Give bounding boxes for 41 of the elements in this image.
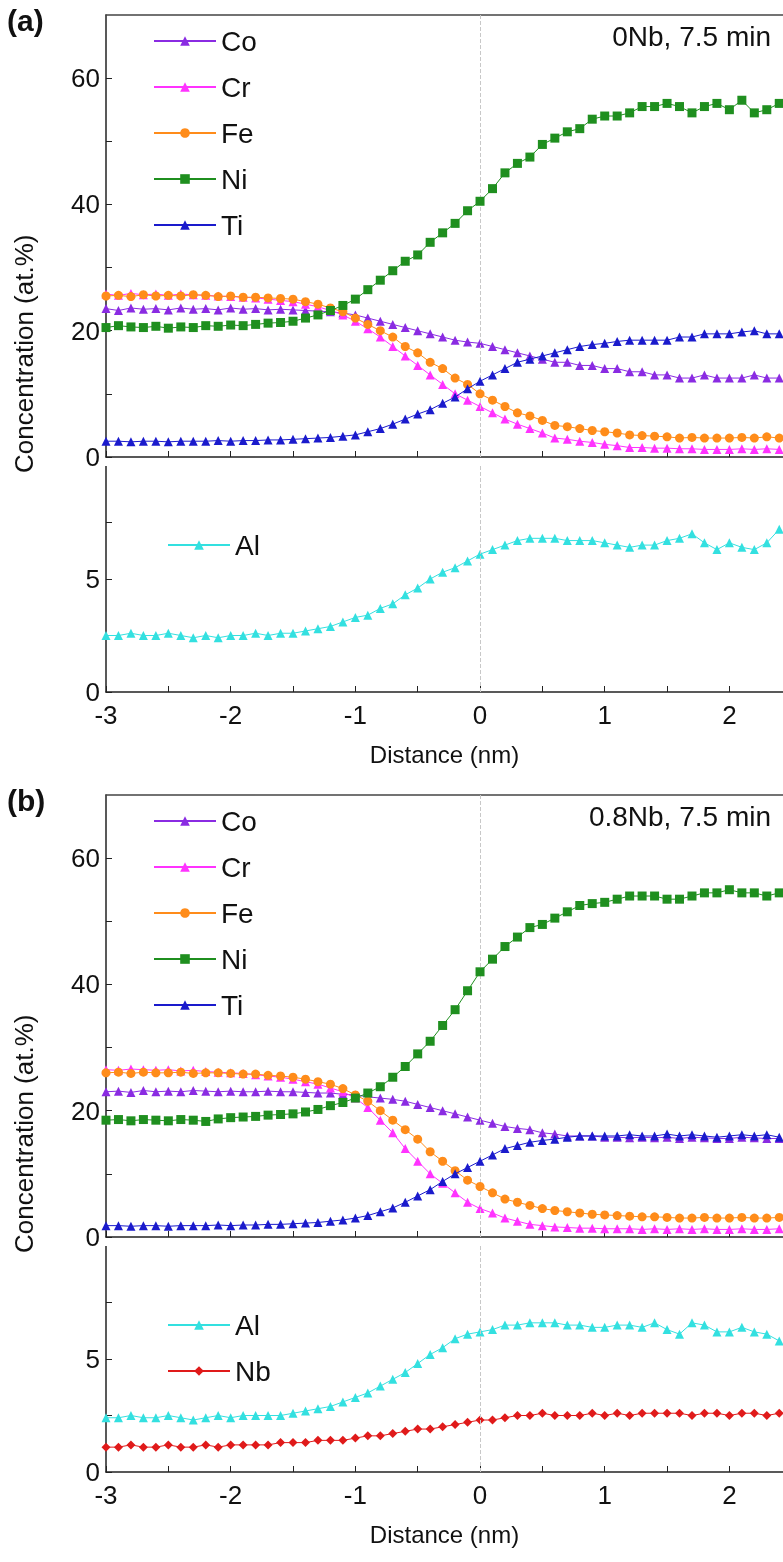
y-tick-label: 60	[71, 843, 100, 874]
y-tick-label: 40	[71, 969, 100, 1000]
y-tick-label: 5	[85, 564, 100, 594]
y-axis-title: Concentration (at.%)	[8, 1014, 39, 1253]
x-axis-title: Distance (nm)	[369, 740, 520, 768]
x-tick-label: -2	[219, 1480, 243, 1510]
x-tick-label: -2	[219, 700, 243, 730]
x-tick-label: 1	[597, 700, 612, 730]
annotation: 0.8Nb, 7.5 min	[588, 800, 772, 832]
legend-label: Co	[221, 805, 257, 837]
y-tick-label: 40	[71, 189, 100, 220]
y-tick-label: 0	[85, 1222, 100, 1252]
legend-label: Cr	[221, 71, 251, 103]
x-tick-label: 2	[722, 1480, 737, 1510]
legend-label: Ti	[221, 989, 244, 1021]
legend-label: Cr	[221, 851, 251, 883]
x-tick-label: 1	[597, 1480, 612, 1510]
legend-label: Fe	[221, 897, 254, 929]
x-axis-title: Distance (nm)	[369, 1520, 520, 1548]
legend-label: Al	[235, 529, 260, 561]
legend-label: Ni	[221, 163, 248, 195]
legend-label: Ni	[221, 943, 248, 975]
legend-label: Co	[221, 25, 257, 57]
x-tick-label: 0	[472, 700, 488, 730]
y-axis-title: Concentration (at.%)	[8, 234, 39, 473]
y-tick-label: 0	[85, 442, 100, 472]
y-tick-label: 20	[71, 315, 100, 346]
chart-title: (a)	[7, 3, 44, 37]
legend-label: Nb	[235, 1355, 271, 1387]
annotation: 0Nb, 7.5 min	[612, 20, 772, 52]
legend-label: Ti	[221, 209, 244, 241]
x-tick-label: -1	[343, 700, 367, 730]
x-tick-label: -1	[343, 1480, 367, 1510]
y-tick-label: 20	[71, 1095, 100, 1126]
legend-label: Al	[235, 1309, 260, 1341]
y-tick-label: 60	[71, 63, 100, 94]
x-tick-label: 0	[472, 1480, 488, 1510]
legend-label: Fe	[221, 117, 254, 149]
y-tick-label: 5	[85, 1344, 100, 1374]
chart-title: (b)	[7, 783, 46, 817]
x-tick-label: 2	[722, 700, 737, 730]
